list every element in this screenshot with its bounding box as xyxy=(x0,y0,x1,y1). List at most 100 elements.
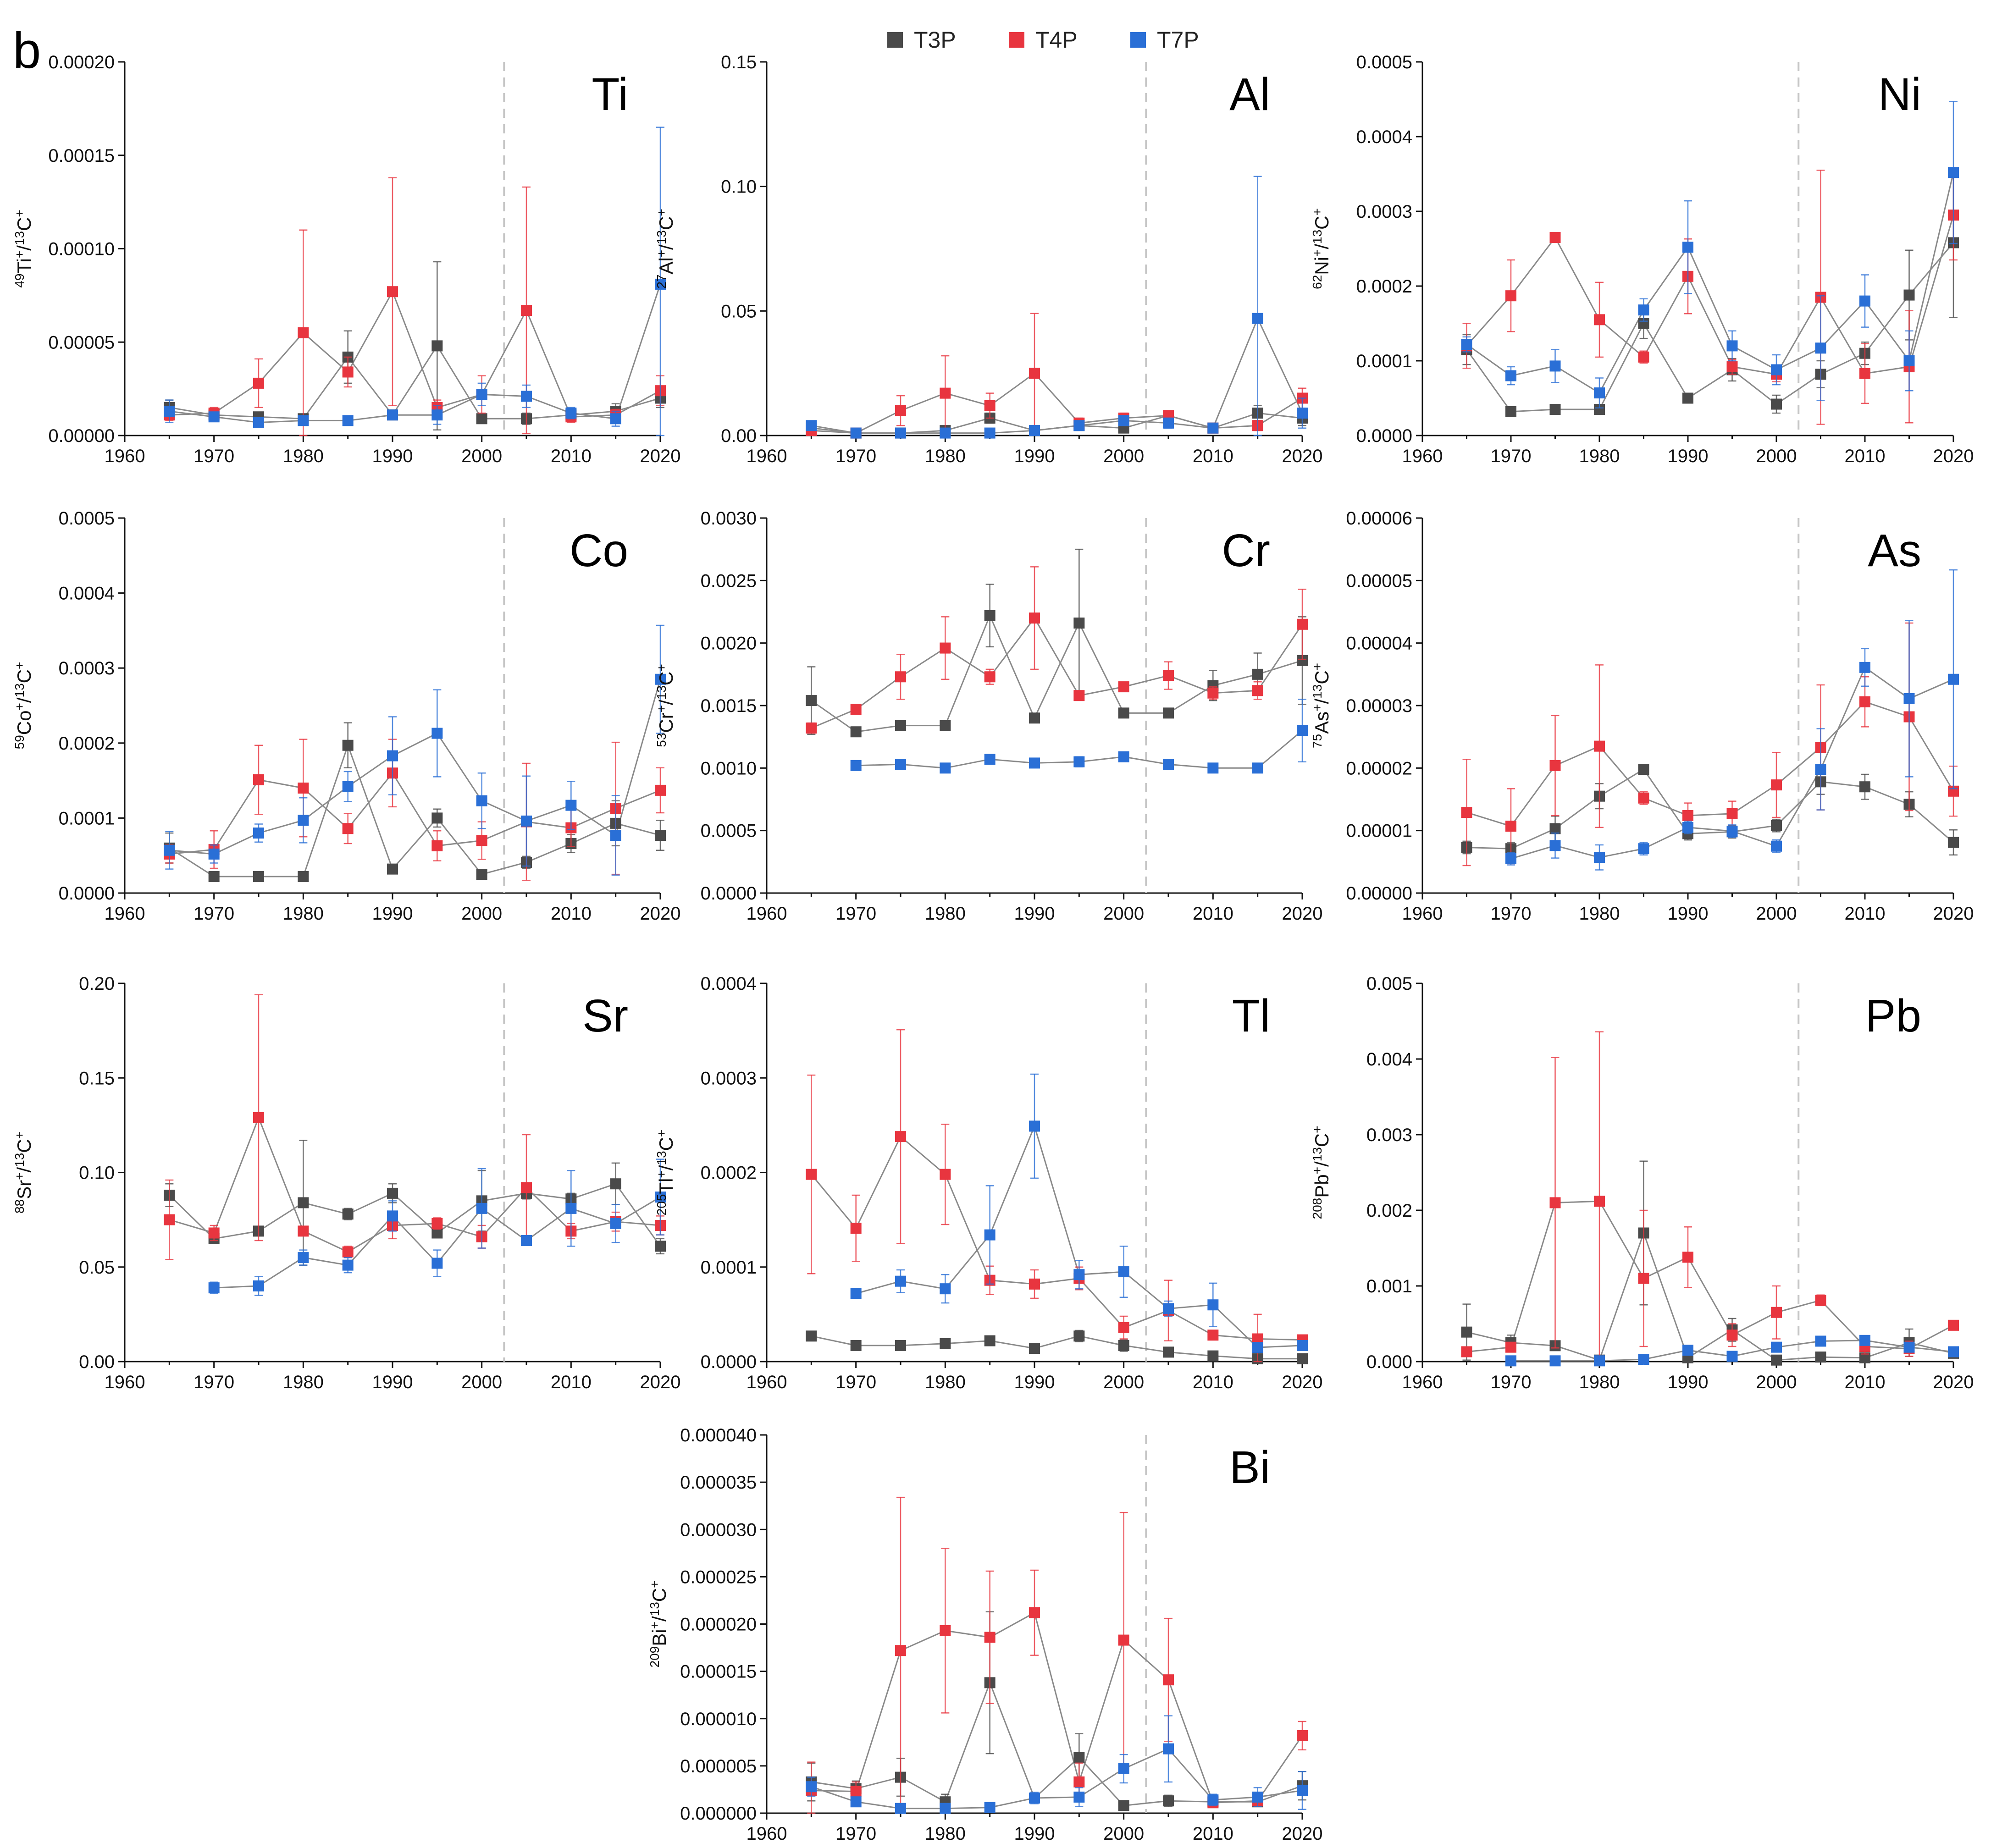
y-tick-label: 0.0020 xyxy=(701,634,757,654)
data-point-t7p xyxy=(342,781,354,792)
y-tick-label: 0.005 xyxy=(1366,974,1412,994)
data-point-t4p xyxy=(208,1227,220,1239)
data-point-t4p xyxy=(1549,1197,1561,1208)
data-point-t7p xyxy=(565,1203,577,1214)
data-point-t7p xyxy=(1163,759,1174,770)
data-point-t4p xyxy=(1207,687,1219,699)
series-line-t4p xyxy=(1466,1200,1954,1353)
y-axis-label: 49Ti+/13C+ xyxy=(12,210,35,287)
series-line-t3p xyxy=(1466,1230,1954,1361)
series-line-t3p xyxy=(811,613,1303,733)
series-line-t7p xyxy=(1466,172,1954,394)
legend-marker-t3p xyxy=(887,32,903,48)
y-label-c-plus: + xyxy=(1310,208,1324,215)
x-tick-label: 1980 xyxy=(925,446,966,466)
data-point-t7p xyxy=(1073,1791,1085,1803)
data-point-t7p xyxy=(1726,340,1738,352)
data-point-t7p xyxy=(940,762,951,774)
data-point-t4p xyxy=(806,1169,817,1180)
data-point-t4p xyxy=(1207,1329,1219,1341)
data-point-t4p xyxy=(984,671,996,683)
data-point-t7p xyxy=(521,815,532,827)
element-label-co: Co xyxy=(570,525,628,576)
x-tick-label: 1960 xyxy=(747,1372,787,1392)
y-axis-label: 62Ni+/13C+ xyxy=(1310,208,1333,289)
data-point-t3p xyxy=(342,1208,354,1220)
data-point-t7p xyxy=(850,427,862,439)
y-tick-label: 0.0004 xyxy=(59,584,115,604)
data-point-t7p xyxy=(1073,420,1085,431)
y-label-isotope: 209 xyxy=(647,1646,662,1668)
x-tick-label: 2010 xyxy=(551,1372,592,1392)
x-tick-label: 2010 xyxy=(1845,446,1886,466)
y-label-c-plus: + xyxy=(654,664,669,671)
y-label-element: Ti xyxy=(13,258,35,273)
data-point-t3p xyxy=(1948,837,1959,848)
series-line-t3p xyxy=(169,743,661,877)
data-point-t4p xyxy=(1252,685,1263,696)
data-point-t4p xyxy=(253,774,264,785)
y-label-plus: + xyxy=(12,703,27,710)
data-point-t4p xyxy=(431,1218,443,1229)
y-axis-label: 205Tl+/13C+ xyxy=(654,1130,677,1216)
y-label-c-isotope: 13 xyxy=(1310,1147,1324,1161)
data-point-t4p xyxy=(655,784,666,796)
data-point-t7p xyxy=(1948,167,1959,178)
y-label-slash: / xyxy=(1311,1161,1333,1167)
data-point-t7p xyxy=(1029,425,1040,436)
data-point-t7p xyxy=(984,427,996,439)
x-tick-label: 1960 xyxy=(747,446,787,466)
x-tick-label: 1970 xyxy=(194,1372,234,1392)
y-tick-label: 0.004 xyxy=(1366,1049,1412,1070)
y-label-carbon: C xyxy=(1311,216,1333,230)
y-label-c-isotope: 13 xyxy=(1310,684,1324,699)
data-point-t4p xyxy=(850,1223,862,1234)
y-tick-label: 0.000015 xyxy=(680,1662,757,1682)
data-point-t4p xyxy=(984,1632,996,1643)
y-tick-label: 0.0010 xyxy=(701,758,757,778)
legend-marker-t7p xyxy=(1130,32,1146,48)
data-point-t3p xyxy=(1815,1352,1826,1363)
x-tick-label: 1980 xyxy=(925,1372,966,1392)
data-point-t4p xyxy=(1029,1607,1040,1618)
data-point-t3p xyxy=(655,1241,666,1252)
data-point-t3p xyxy=(1505,406,1516,417)
data-point-t4p xyxy=(895,1645,906,1656)
data-point-t4p xyxy=(342,823,354,834)
x-tick-label: 2000 xyxy=(1103,904,1144,924)
legend: T3P T4P T7P xyxy=(887,27,1199,53)
data-point-t4p xyxy=(253,1112,264,1123)
data-point-t7p xyxy=(1726,826,1738,837)
chart-bi: 1960 1970 1980 1990 2000 2010 2020 0.000000 0.00… xyxy=(647,1425,1323,1844)
data-point-t4p xyxy=(1118,1322,1129,1333)
x-tick-label: 1970 xyxy=(194,904,234,924)
y-label-isotope: 205 xyxy=(654,1194,669,1216)
y-label-carbon: C xyxy=(655,672,677,685)
y-tick-label: 0.0005 xyxy=(701,821,757,841)
y-label-slash: / xyxy=(13,245,35,251)
y-label-plus: + xyxy=(654,705,669,712)
data-point-t4p xyxy=(1505,1341,1516,1353)
legend-label-t7p: T7P xyxy=(1157,27,1199,53)
y-label-c-isotope: 13 xyxy=(12,1153,27,1167)
y-tick-label: 0.0005 xyxy=(1356,52,1412,72)
element-label-ni: Ni xyxy=(1878,69,1921,120)
data-point-t7p xyxy=(895,1275,906,1287)
data-point-t4p xyxy=(1461,1346,1472,1357)
data-point-t4p xyxy=(1461,807,1472,818)
y-label-element: Sr xyxy=(13,1180,35,1199)
data-point-t4p xyxy=(298,782,309,794)
data-point-t3p xyxy=(1771,820,1782,831)
x-tick-label: 2020 xyxy=(640,1372,681,1392)
y-tick-label: 0.0002 xyxy=(59,734,115,754)
data-point-t4p xyxy=(1073,690,1085,701)
data-point-t7p xyxy=(1638,843,1649,855)
y-label-c-plus: + xyxy=(654,1130,669,1137)
x-tick-label: 2010 xyxy=(551,904,592,924)
y-label-isotope: 59 xyxy=(12,735,27,749)
data-point-t3p xyxy=(984,610,996,621)
x-tick-label: 1980 xyxy=(925,1824,966,1844)
y-tick-label: 0.00020 xyxy=(48,52,115,72)
data-point-t3p xyxy=(431,812,443,824)
data-point-t3p xyxy=(850,1340,862,1351)
